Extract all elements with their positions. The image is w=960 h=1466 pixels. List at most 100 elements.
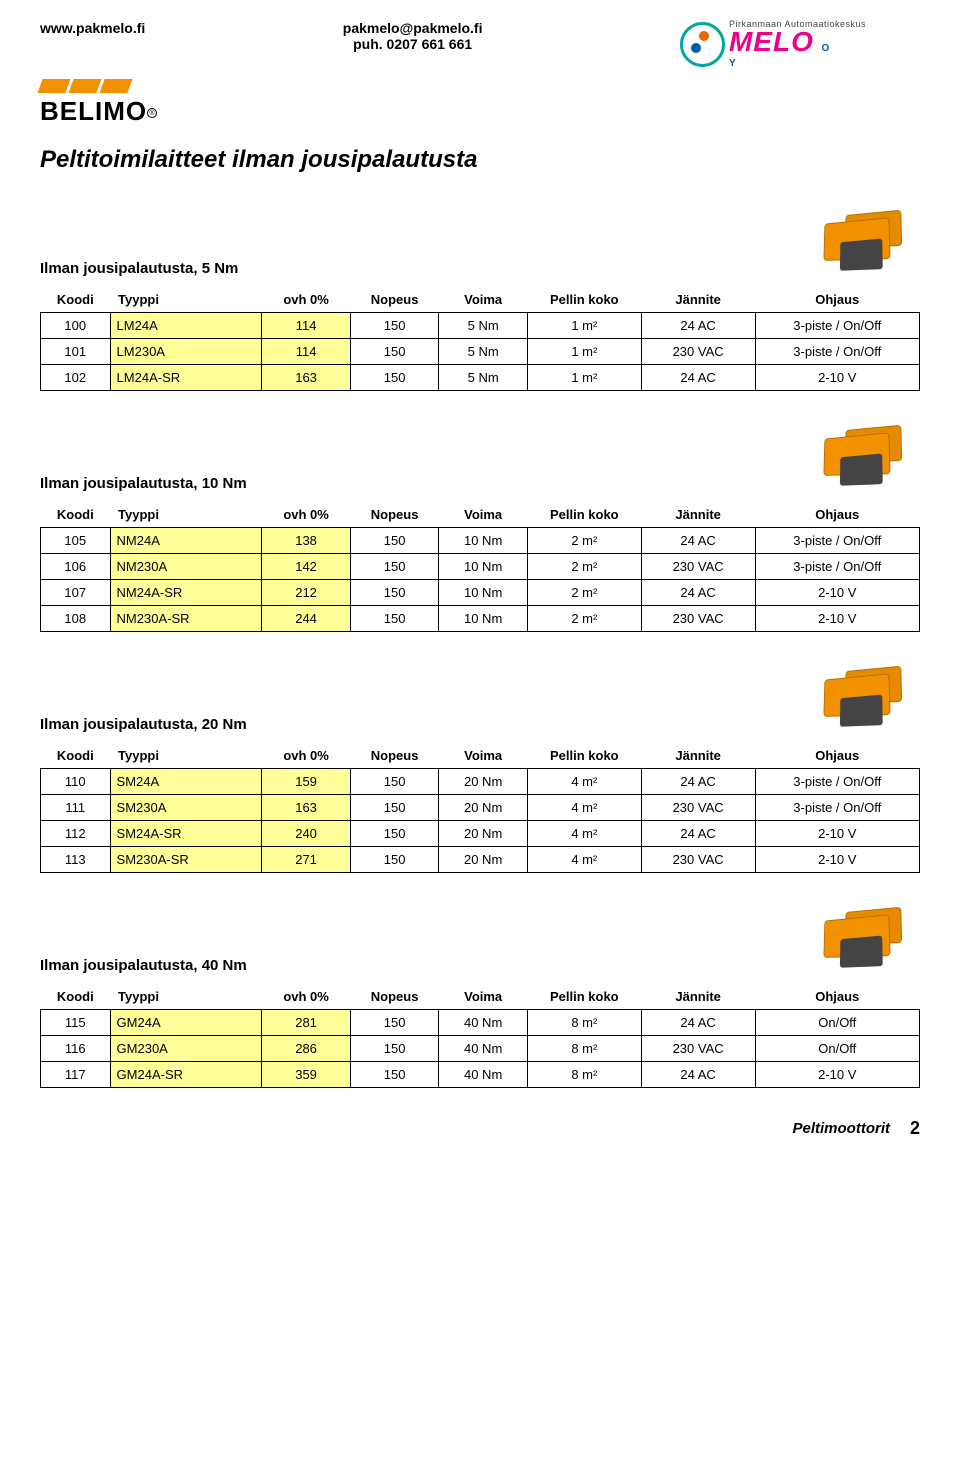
table-row: 106NM230A14215010 Nm2 m²230 VAC3-piste /… [41, 554, 920, 580]
table-cell: 150 [350, 365, 439, 391]
table-cell: LM24A [110, 313, 262, 339]
table-cell: 150 [350, 606, 439, 632]
table-cell: 150 [350, 795, 439, 821]
table-header: Tyyppi [110, 743, 262, 769]
table-cell: 3-piste / On/Off [755, 769, 919, 795]
table-row: 101LM230A1141505 Nm1 m²230 VAC3-piste / … [41, 339, 920, 365]
table-cell: 110 [41, 769, 111, 795]
table-cell: SM230A-SR [110, 847, 262, 873]
table-cell: 286 [262, 1036, 351, 1062]
table-cell: 101 [41, 339, 111, 365]
table-row: 105NM24A13815010 Nm2 m²24 AC3-piste / On… [41, 528, 920, 554]
product-table: KoodiTyyppiovh 0%NopeusVoimaPellin kokoJ… [40, 743, 920, 873]
page-header: www.pakmelo.fi pakmelo@pakmelo.fi puh. 0… [40, 20, 920, 68]
product-image [790, 899, 920, 984]
table-cell: 115 [41, 1010, 111, 1036]
table-header: ovh 0% [262, 743, 351, 769]
table-row: 100LM24A1141505 Nm1 m²24 AC3-piste / On/… [41, 313, 920, 339]
table-cell: 24 AC [641, 821, 755, 847]
table-cell: 2-10 V [755, 365, 919, 391]
table-cell: 4 m² [527, 769, 641, 795]
table-cell: 4 m² [527, 795, 641, 821]
table-cell: 1 m² [527, 339, 641, 365]
table-cell: 150 [350, 769, 439, 795]
belimo-bars-icon [40, 79, 157, 93]
table-cell: 100 [41, 313, 111, 339]
section-title: Ilman jousipalautusta, 40 Nm [40, 957, 247, 974]
melo-icon [680, 22, 725, 67]
product-image [790, 417, 920, 502]
table-header: Koodi [41, 502, 111, 528]
table-header: Jännite [641, 502, 755, 528]
table-cell: 230 VAC [641, 606, 755, 632]
table-cell: GM24A-SR [110, 1062, 262, 1088]
table-cell: 2 m² [527, 554, 641, 580]
table-cell: 40 Nm [439, 1010, 528, 1036]
table-cell: 230 VAC [641, 554, 755, 580]
table-cell: 2-10 V [755, 580, 919, 606]
table-cell: GM24A [110, 1010, 262, 1036]
table-cell: 116 [41, 1036, 111, 1062]
table-row: 115GM24A28115040 Nm8 m²24 ACOn/Off [41, 1010, 920, 1036]
table-header: Jännite [641, 287, 755, 313]
table-cell: 8 m² [527, 1036, 641, 1062]
table-cell: SM24A-SR [110, 821, 262, 847]
table-header: ovh 0% [262, 287, 351, 313]
table-header: ovh 0% [262, 502, 351, 528]
table-cell: 142 [262, 554, 351, 580]
table-cell: 112 [41, 821, 111, 847]
product-section: Ilman jousipalautusta, 20 NmKoodiTyyppio… [40, 658, 920, 873]
table-cell: 2-10 V [755, 821, 919, 847]
table-cell: 1 m² [527, 313, 641, 339]
table-header: Nopeus [350, 287, 439, 313]
table-cell: 105 [41, 528, 111, 554]
table-cell: 159 [262, 769, 351, 795]
table-header: Pellin koko [527, 743, 641, 769]
table-cell: 150 [350, 847, 439, 873]
table-cell: 163 [262, 365, 351, 391]
table-cell: 150 [350, 1036, 439, 1062]
table-header: Nopeus [350, 743, 439, 769]
table-cell: 359 [262, 1062, 351, 1088]
table-cell: 24 AC [641, 769, 755, 795]
table-row: 116GM230A28615040 Nm8 m²230 VACOn/Off [41, 1036, 920, 1062]
table-header: Jännite [641, 743, 755, 769]
table-cell: 20 Nm [439, 821, 528, 847]
table-cell: 271 [262, 847, 351, 873]
table-cell: 24 AC [641, 580, 755, 606]
table-header: Jännite [641, 984, 755, 1010]
section-title: Ilman jousipalautusta, 10 Nm [40, 475, 247, 492]
table-cell: 2-10 V [755, 847, 919, 873]
table-header: Voima [439, 502, 528, 528]
table-cell: NM24A [110, 528, 262, 554]
table-header: Ohjaus [755, 984, 919, 1010]
table-header: Koodi [41, 984, 111, 1010]
table-cell: 150 [350, 580, 439, 606]
table-cell: 240 [262, 821, 351, 847]
table-cell: 10 Nm [439, 554, 528, 580]
header-website: www.pakmelo.fi [40, 20, 145, 36]
table-cell: 212 [262, 580, 351, 606]
table-cell: 3-piste / On/Off [755, 528, 919, 554]
table-row: 108NM230A-SR24415010 Nm2 m²230 VAC2-10 V [41, 606, 920, 632]
table-cell: 4 m² [527, 821, 641, 847]
product-section: Ilman jousipalautusta, 5 NmKoodiTyyppiov… [40, 202, 920, 391]
table-row: 111SM230A16315020 Nm4 m²230 VAC3-piste /… [41, 795, 920, 821]
table-cell: 230 VAC [641, 795, 755, 821]
table-header: Pellin koko [527, 984, 641, 1010]
table-cell: 8 m² [527, 1062, 641, 1088]
section-title: Ilman jousipalautusta, 5 Nm [40, 260, 238, 277]
table-header: Tyyppi [110, 984, 262, 1010]
header-contact: pakmelo@pakmelo.fi puh. 0207 661 661 [343, 20, 483, 52]
table-row: 112SM24A-SR24015020 Nm4 m²24 AC2-10 V [41, 821, 920, 847]
table-cell: On/Off [755, 1036, 919, 1062]
table-cell: 150 [350, 554, 439, 580]
table-cell: 24 AC [641, 1062, 755, 1088]
table-cell: 2-10 V [755, 606, 919, 632]
table-cell: 5 Nm [439, 339, 528, 365]
table-cell: 3-piste / On/Off [755, 795, 919, 821]
product-image [790, 202, 920, 287]
table-header: Ohjaus [755, 287, 919, 313]
table-cell: 8 m² [527, 1010, 641, 1036]
table-cell: SM230A [110, 795, 262, 821]
